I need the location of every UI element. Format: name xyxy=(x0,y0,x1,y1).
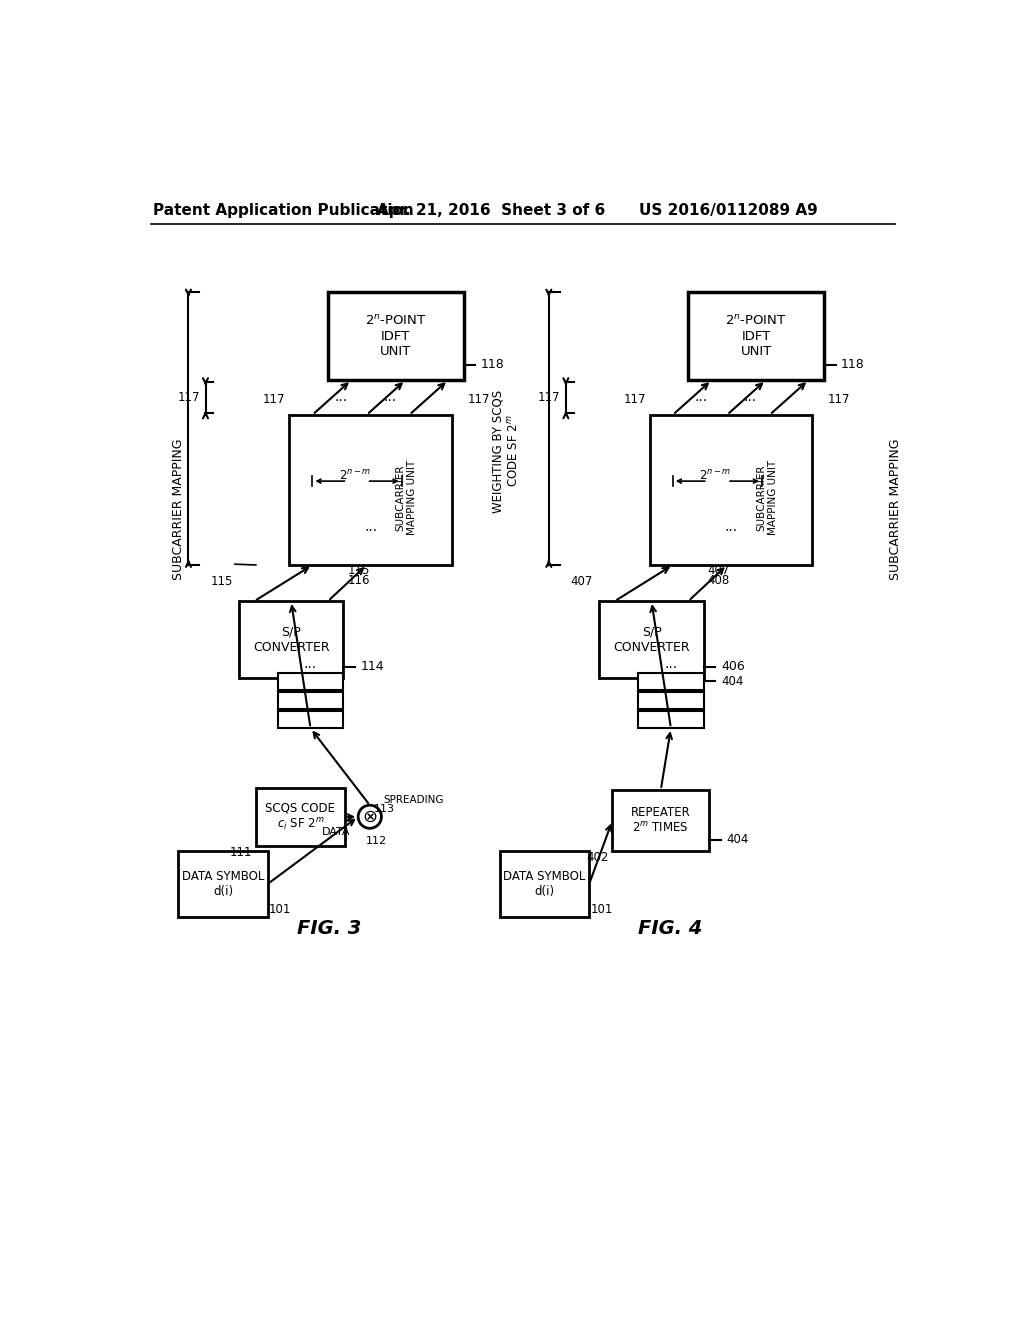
Text: 113: 113 xyxy=(374,804,394,814)
Text: 407: 407 xyxy=(708,564,730,577)
Bar xyxy=(649,414,812,565)
Text: $2^n$-POINT
IDFT
UNIT: $2^n$-POINT IDFT UNIT xyxy=(725,314,787,358)
Text: S/P
CONVERTER: S/P CONVERTER xyxy=(253,626,330,653)
Text: SUBCARRIER MAPPING: SUBCARRIER MAPPING xyxy=(889,438,902,579)
Bar xyxy=(328,292,464,380)
Text: ...: ... xyxy=(335,391,348,404)
Text: Apr. 21, 2016  Sheet 3 of 6: Apr. 21, 2016 Sheet 3 of 6 xyxy=(377,203,605,218)
Text: 406: 406 xyxy=(721,660,744,673)
Text: FIG. 3: FIG. 3 xyxy=(297,919,361,939)
Text: 408: 408 xyxy=(708,574,730,587)
Text: 101: 101 xyxy=(269,903,292,916)
Text: 101: 101 xyxy=(591,903,613,916)
Text: 116: 116 xyxy=(347,574,370,587)
Text: DATA SYMBOL
d(i): DATA SYMBOL d(i) xyxy=(504,870,586,898)
Text: 115: 115 xyxy=(347,564,370,577)
Text: $2^n$-POINT
IDFT
UNIT: $2^n$-POINT IDFT UNIT xyxy=(365,314,427,358)
Text: 114: 114 xyxy=(360,660,384,673)
Text: ...: ... xyxy=(724,520,737,535)
Text: 404: 404 xyxy=(726,833,749,846)
Text: ...: ... xyxy=(695,391,708,404)
Text: FIG. 4: FIG. 4 xyxy=(638,919,702,939)
Text: 117: 117 xyxy=(263,393,286,407)
Text: ...: ... xyxy=(383,391,396,404)
Bar xyxy=(638,711,703,729)
Bar xyxy=(688,292,824,380)
Text: US 2016/0112089 A9: US 2016/0112089 A9 xyxy=(639,203,818,218)
Text: 111: 111 xyxy=(229,846,252,859)
Bar xyxy=(278,711,343,729)
Text: REPEATER
$2^m$ TIMES: REPEATER $2^m$ TIMES xyxy=(631,807,690,836)
Text: SCQS CODE
$c_i$ SF $2^m$: SCQS CODE $c_i$ SF $2^m$ xyxy=(265,801,336,833)
Text: S/P
CONVERTER: S/P CONVERTER xyxy=(613,626,690,653)
Bar xyxy=(599,601,703,678)
Text: WEIGHTING BY SCQS
CODE SF $2^m$: WEIGHTING BY SCQS CODE SF $2^m$ xyxy=(492,389,521,512)
Text: 118: 118 xyxy=(480,358,505,371)
Bar xyxy=(278,692,343,709)
Text: ...: ... xyxy=(743,391,757,404)
Text: SUBCARRIER
MAPPING UNIT: SUBCARRIER MAPPING UNIT xyxy=(756,459,777,535)
Text: SUBCARRIER MAPPING: SUBCARRIER MAPPING xyxy=(172,438,185,579)
Text: 407: 407 xyxy=(570,576,593,589)
Text: SUBCARRIER
MAPPING UNIT: SUBCARRIER MAPPING UNIT xyxy=(395,459,417,535)
Text: 404: 404 xyxy=(721,675,743,688)
Bar xyxy=(256,788,345,846)
Text: 117: 117 xyxy=(624,393,646,407)
Text: ...: ... xyxy=(304,656,317,671)
Text: DATA SYMBOL
d(i): DATA SYMBOL d(i) xyxy=(181,870,264,898)
Text: $2^{n-m}$: $2^{n-m}$ xyxy=(339,469,372,483)
Text: ⊗: ⊗ xyxy=(362,808,378,826)
Text: DATA: DATA xyxy=(322,828,350,837)
Text: 402: 402 xyxy=(586,851,608,865)
Text: 117: 117 xyxy=(538,391,560,404)
Text: SPREADING: SPREADING xyxy=(384,795,444,805)
Bar xyxy=(239,601,343,678)
Bar xyxy=(178,851,267,917)
Text: 117: 117 xyxy=(177,391,200,404)
Text: $2^{n-m}$: $2^{n-m}$ xyxy=(699,469,731,483)
Text: ...: ... xyxy=(665,656,678,671)
Text: 115: 115 xyxy=(210,576,232,589)
Text: 117: 117 xyxy=(827,393,850,407)
Text: 112: 112 xyxy=(366,837,387,846)
Text: ...: ... xyxy=(364,520,377,535)
Bar xyxy=(612,789,710,851)
Text: 118: 118 xyxy=(841,358,864,371)
Bar xyxy=(638,692,703,709)
Text: Patent Application Publication: Patent Application Publication xyxy=(153,203,414,218)
Bar xyxy=(289,414,452,565)
Text: 117: 117 xyxy=(467,393,489,407)
Bar xyxy=(638,673,703,689)
Bar xyxy=(500,851,589,917)
Bar xyxy=(278,673,343,689)
